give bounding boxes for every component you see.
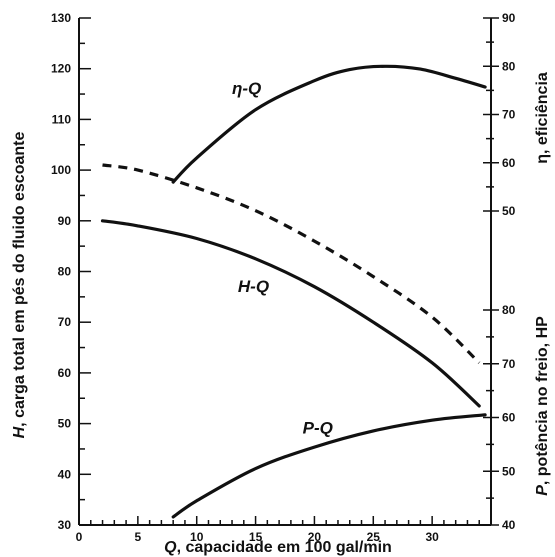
x-tick-label: 20	[308, 530, 322, 544]
y-right-bottom-tick-label: 40	[502, 518, 516, 532]
y-left-tick-label: 80	[58, 265, 72, 279]
y-right-top-tick-label: 50	[502, 204, 516, 218]
y-left-tick-label: 100	[51, 163, 71, 177]
y-left-tick-label: 30	[58, 518, 72, 532]
y-left-tick-label: 60	[58, 366, 72, 380]
y-right-top-tick-label: 70	[502, 108, 516, 122]
x-tick-label: 10	[190, 530, 204, 544]
y-right-top-tick-label: 80	[502, 59, 516, 73]
y-left-tick-label: 130	[51, 11, 71, 25]
curve-p-q	[171, 413, 487, 519]
x-tick-label: 25	[367, 530, 381, 544]
y-left-axis-title: H, carga total em pés do fluido escoante	[11, 132, 28, 439]
curve-h-q	[100, 219, 481, 408]
ticks: 30 40 50 60 70 80 90 100 110 120 130 0 5 10 15 20 25 30 50…	[51, 11, 516, 544]
x-tick-label: 30	[425, 530, 439, 544]
curve-label-q: η-Q	[232, 79, 261, 98]
curve-label-p-q: P-Q	[303, 419, 333, 438]
y-left-tick-label: 50	[58, 417, 72, 431]
x-tick-label: 15	[249, 530, 263, 544]
y-right-bottom-axis-title: P, potência no freio, HP	[534, 316, 551, 496]
y-left-tick-label: 90	[58, 214, 72, 228]
y-left-tick-label: 110	[52, 112, 72, 126]
curve-dashed	[102, 163, 481, 364]
curve-q	[171, 64, 487, 184]
curves	[100, 64, 487, 519]
y-right-bottom-tick-label: 70	[502, 357, 516, 371]
y-left-tick-label: 70	[58, 315, 72, 329]
y-left-tick-label: 40	[58, 467, 72, 481]
curve-label-h-q: H-Q	[238, 277, 269, 296]
y-right-bottom-tick-label: 60	[502, 411, 516, 425]
y-right-bottom-tick-label: 50	[502, 464, 516, 478]
y-right-top-tick-label: 60	[502, 156, 516, 170]
y-right-top-axis-title: η, eficiência	[534, 72, 551, 164]
curve-labels: η-Q H-Q P-Q	[232, 79, 333, 438]
y-right-top-tick-label: 90	[502, 11, 516, 25]
x-tick-label: 0	[76, 530, 83, 544]
y-left-tick-label: 120	[51, 62, 71, 76]
x-tick-label: 5	[135, 530, 142, 544]
x-axis-title: Q, capacidade em 100 gal/min	[164, 539, 392, 556]
y-right-bottom-tick-label: 80	[502, 303, 516, 317]
